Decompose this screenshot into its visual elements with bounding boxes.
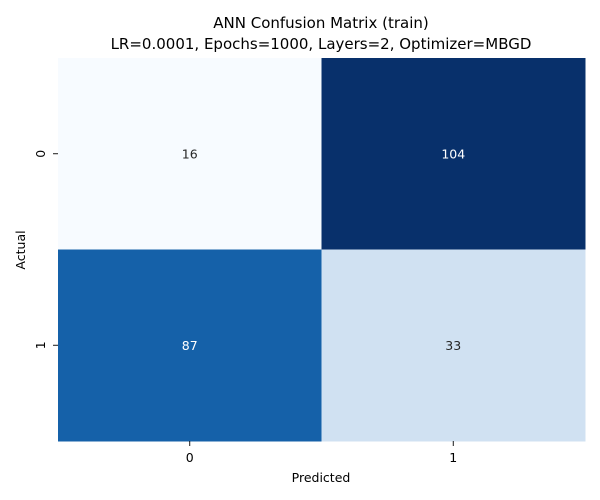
chart-subtitle: LR=0.0001, Epochs=1000, Layers=2, Optimi… (111, 35, 532, 53)
cell-value-label-r0-c0: 16 (182, 146, 198, 161)
cell-value-label-r1-c1: 33 (445, 338, 461, 353)
cell-value-label-r1-c0: 87 (182, 338, 198, 353)
y-tick-label-1: 1 (33, 341, 48, 349)
chart-title: ANN Confusion Matrix (train) (213, 14, 428, 32)
heatmap-cell-r0-c1 (321, 58, 586, 250)
x-tick-label-1: 1 (449, 450, 457, 465)
x-tick-label-0: 0 (186, 450, 194, 465)
y-axis-ticks: 01 (33, 150, 58, 349)
heatmap-cell-r1-c1 (321, 249, 586, 442)
heatmap-cells (58, 58, 586, 442)
cell-value-label-r0-c1: 104 (441, 146, 465, 161)
x-axis-label: Predicted (292, 470, 351, 485)
heatmap-cell-r0-c0 (58, 58, 322, 250)
y-tick-label-0: 0 (33, 150, 48, 158)
y-axis-label: Actual (13, 230, 28, 269)
heatmap-cell-r1-c0 (58, 249, 322, 442)
heatmap-cell-labels: 16 104 87 33 (182, 146, 465, 353)
